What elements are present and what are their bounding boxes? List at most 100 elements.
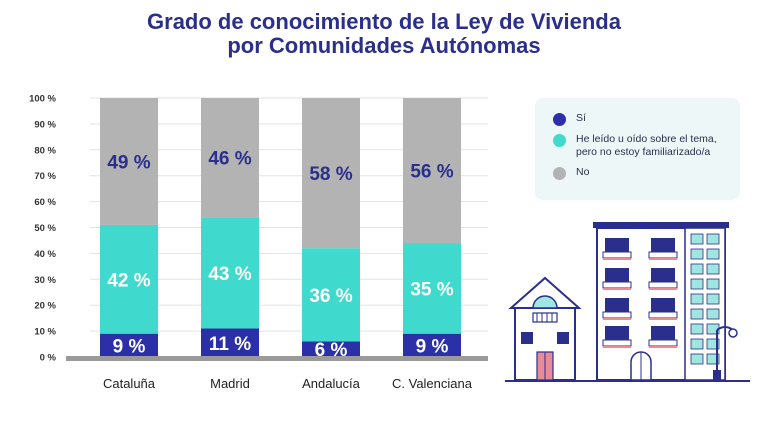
y-tick-label: 60 % xyxy=(34,197,56,208)
side-window xyxy=(706,233,720,245)
balcony xyxy=(602,339,632,347)
data-label: 42 % xyxy=(107,270,150,291)
legend-item-si: Sí xyxy=(553,112,740,126)
legend-label-he-leido-line2: pero no estoy familiarizado/a xyxy=(576,146,711,158)
side-window xyxy=(706,263,720,275)
bar-segment xyxy=(302,248,360,342)
data-label: 46 % xyxy=(208,149,251,170)
chart-title: Grado de conocimiento de la Ley de Vivie… xyxy=(0,10,768,58)
small-house xyxy=(508,276,582,381)
balcony xyxy=(602,251,632,259)
y-tick-label: 50 % xyxy=(34,223,56,234)
window xyxy=(651,238,675,252)
side-window xyxy=(706,353,720,365)
balcony xyxy=(648,311,678,319)
window xyxy=(651,268,675,282)
buildings-illustration xyxy=(505,222,750,382)
data-label: 6 % xyxy=(315,340,348,361)
building-door xyxy=(630,351,652,381)
building-windows xyxy=(602,233,720,365)
window xyxy=(605,268,629,282)
side-window xyxy=(690,233,704,245)
y-tick-label: 20 % xyxy=(34,301,56,312)
y-tick-label: 90 % xyxy=(34,119,56,130)
side-window xyxy=(690,353,704,365)
window xyxy=(605,298,629,312)
balcony xyxy=(648,251,678,259)
window xyxy=(605,238,629,252)
side-window xyxy=(690,338,704,350)
data-label: 49 % xyxy=(107,152,150,173)
data-label: 11 % xyxy=(209,334,251,355)
legend-swatch-no xyxy=(553,167,566,180)
bar-segment xyxy=(100,224,158,334)
chart-legend: Sí He leído u oído sobre el tema, pero n… xyxy=(535,98,740,200)
bar-segment xyxy=(403,98,461,244)
y-tick-label: 10 % xyxy=(34,327,56,338)
x-tick-label: Madrid xyxy=(210,376,250,391)
bar-segment xyxy=(201,98,259,218)
bar-segment xyxy=(201,328,259,357)
data-label: 58 % xyxy=(309,164,352,185)
bar-segment xyxy=(100,333,158,357)
data-label: 43 % xyxy=(208,264,251,285)
balcony xyxy=(648,281,678,289)
y-tick-label: 70 % xyxy=(34,171,56,182)
street-lamp xyxy=(713,326,738,380)
data-label: 9 % xyxy=(416,336,449,357)
side-window xyxy=(706,293,720,305)
legend-swatch-si xyxy=(553,113,566,126)
balcony-trim xyxy=(649,258,677,260)
legend-label-he-leido: He leído u oído sobre el tema, pero no e… xyxy=(576,133,717,159)
balcony-trim xyxy=(649,288,677,290)
legend-label-si: Sí xyxy=(576,112,586,124)
side-window xyxy=(690,278,704,290)
side-window xyxy=(706,248,720,260)
balcony-trim xyxy=(603,318,631,320)
side-window xyxy=(690,293,704,305)
side-window xyxy=(690,248,704,260)
legend-label-no: No xyxy=(576,166,590,178)
bar-segment xyxy=(201,217,259,329)
y-tick-label: 0 % xyxy=(40,353,57,364)
x-axis-line xyxy=(66,356,488,361)
balcony-trim xyxy=(603,346,631,348)
balcony xyxy=(602,281,632,289)
side-window xyxy=(706,338,720,350)
bar-segment xyxy=(302,98,360,249)
legend-item-he-leido: He leído u oído sobre el tema, pero no e… xyxy=(553,133,740,159)
chart-title-line2: por Comunidades Autónomas xyxy=(227,33,541,58)
balcony-trim xyxy=(603,258,631,260)
balcony-trim xyxy=(649,318,677,320)
side-window xyxy=(690,308,704,320)
bar-segment xyxy=(100,98,158,225)
window xyxy=(651,326,675,340)
bar-segment xyxy=(403,333,461,357)
legend-item-no: No xyxy=(553,166,740,180)
x-tick-label: C. Valenciana xyxy=(392,376,473,391)
balcony xyxy=(602,311,632,319)
side-window xyxy=(706,278,720,290)
side-window xyxy=(690,323,704,335)
side-window xyxy=(690,263,704,275)
balcony xyxy=(648,339,678,347)
balcony-trim xyxy=(649,346,677,348)
x-tick-label: Andalucía xyxy=(302,376,361,391)
chart-title-line1: Grado de conocimiento de la Ley de Vivie… xyxy=(147,9,621,34)
balcony-trim xyxy=(603,288,631,290)
window xyxy=(651,298,675,312)
window xyxy=(605,326,629,340)
x-tick-label: Cataluña xyxy=(103,376,156,391)
stacked-bar-chart: 0 % 10 % 20 % 30 % 40 % 50 % 60 % 70 % 80 % 90 % 1… xyxy=(29,94,488,391)
data-label: 9 % xyxy=(113,336,146,357)
data-label: 35 % xyxy=(410,279,453,300)
legend-swatch-he-leido xyxy=(553,134,566,147)
legend-label-he-leido-line1: He leído u oído sobre el tema, xyxy=(576,133,717,145)
y-tick-label: 30 % xyxy=(34,275,56,286)
bar-segment xyxy=(302,341,360,357)
y-tick-label: 100 % xyxy=(29,94,56,105)
side-window xyxy=(706,308,720,320)
bar-segment xyxy=(403,243,461,334)
y-tick-label: 40 % xyxy=(34,249,56,260)
data-label: 36 % xyxy=(309,286,352,307)
